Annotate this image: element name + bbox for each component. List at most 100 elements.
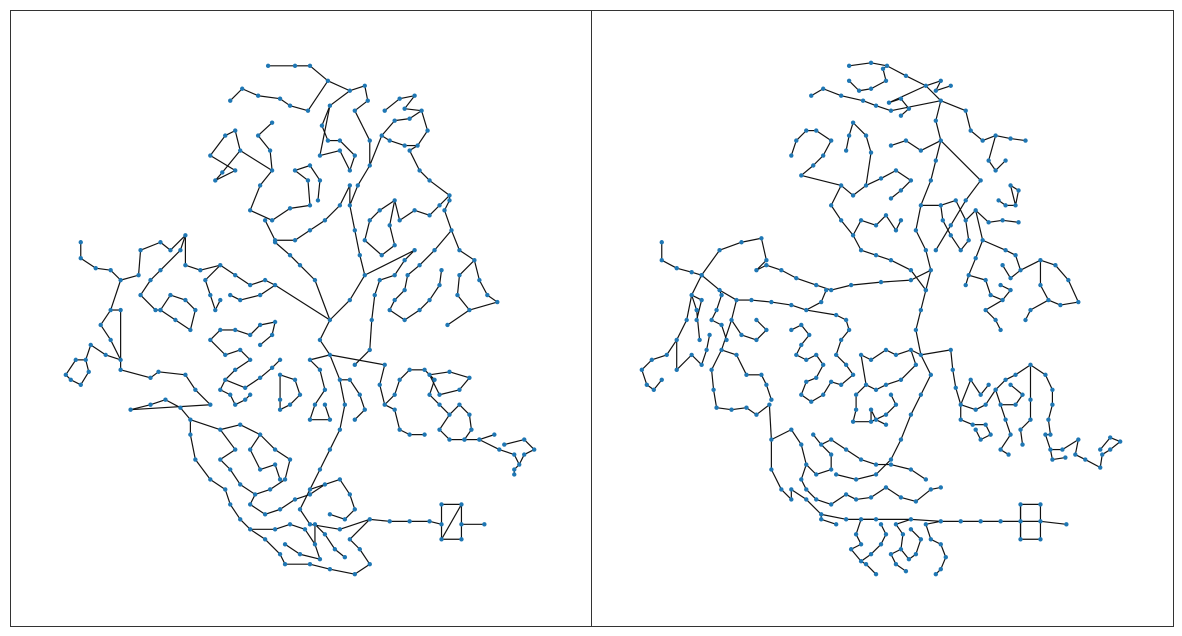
graph-node xyxy=(267,148,273,153)
graph-node xyxy=(183,262,188,268)
graph-node xyxy=(804,357,809,363)
graph-edge xyxy=(359,548,371,565)
graph-node xyxy=(1046,417,1051,422)
graph-edge xyxy=(840,184,854,196)
graph-node xyxy=(247,332,253,338)
graph-edge xyxy=(399,95,415,100)
graph-node xyxy=(233,447,238,452)
graph-edge xyxy=(890,463,912,471)
graph-edge xyxy=(194,459,211,480)
graph-edge xyxy=(970,379,982,396)
graph-node xyxy=(759,372,764,378)
graph-node xyxy=(868,357,874,363)
graph-node xyxy=(986,158,991,163)
graph-node xyxy=(183,297,188,303)
graph-node xyxy=(377,277,382,283)
graph-edge xyxy=(384,394,396,406)
graph-node xyxy=(883,78,889,83)
graph-edge xyxy=(254,488,271,495)
graph-node xyxy=(193,307,198,313)
graph-edge xyxy=(865,152,872,186)
graph-edge xyxy=(831,284,852,291)
graph-node xyxy=(789,153,794,158)
graph-node xyxy=(352,571,358,577)
graph-node xyxy=(814,497,819,502)
graph-edge xyxy=(651,354,667,361)
graph-edge xyxy=(741,237,762,243)
graph-node xyxy=(168,248,173,253)
graph-node xyxy=(983,307,988,313)
graph-node xyxy=(262,218,268,223)
graph-node xyxy=(764,327,769,333)
graph-node xyxy=(347,537,353,542)
graph-edge xyxy=(319,105,331,156)
graph-node xyxy=(307,562,313,567)
graph-edge xyxy=(289,254,301,266)
graph-node xyxy=(717,248,722,253)
graph-edge xyxy=(309,65,329,82)
graph-node xyxy=(218,327,223,333)
graph-edge xyxy=(379,364,386,385)
graph-node xyxy=(846,78,852,83)
graph-edge xyxy=(309,354,331,361)
graph-node xyxy=(287,457,293,462)
graph-edge xyxy=(349,274,366,301)
graph-node xyxy=(853,497,859,502)
graph-node xyxy=(883,422,889,427)
graph-node xyxy=(233,367,238,373)
graph-node xyxy=(898,188,904,193)
graph-edge xyxy=(329,429,341,450)
graph-node xyxy=(153,307,158,313)
graph-edge xyxy=(719,289,737,301)
graph-edge xyxy=(523,439,535,450)
graph-edge xyxy=(756,404,770,416)
graph-node xyxy=(963,282,968,288)
graph-node xyxy=(1000,297,1005,303)
graph-node xyxy=(240,86,245,91)
graph-edge xyxy=(309,404,316,420)
graph-node xyxy=(850,372,856,378)
graph-node xyxy=(903,138,909,143)
graph-edge xyxy=(765,384,772,400)
graph-edge xyxy=(229,88,243,102)
graph-node xyxy=(402,106,407,111)
graph-node xyxy=(223,487,228,492)
graph-edge xyxy=(269,150,273,171)
graph-node xyxy=(719,347,724,353)
graph-node xyxy=(888,257,894,263)
graph-node xyxy=(1013,253,1018,258)
graph-edge xyxy=(239,518,251,530)
graph-edge xyxy=(830,205,842,221)
graph-edge xyxy=(160,249,181,271)
graph-edge xyxy=(190,419,221,431)
graph-edge xyxy=(860,354,867,385)
graph-node xyxy=(970,422,975,427)
graph-edge xyxy=(140,279,152,296)
graph-edge xyxy=(80,257,97,269)
graph-node xyxy=(415,143,420,148)
graph-node xyxy=(168,292,173,298)
graph-node xyxy=(517,462,522,467)
graph-edge xyxy=(504,439,525,446)
graph-node xyxy=(948,223,953,228)
graph-node xyxy=(978,178,983,183)
graph-edge xyxy=(870,62,888,67)
graph-node xyxy=(789,497,794,502)
graph-node xyxy=(868,150,874,155)
graph-node xyxy=(233,402,238,407)
graph-edge xyxy=(339,518,370,530)
graph-node xyxy=(1076,299,1081,305)
graph-node xyxy=(978,392,983,397)
graph-node xyxy=(1018,267,1023,273)
graph-node xyxy=(1003,417,1008,422)
graph-edge xyxy=(805,489,817,500)
graph-node xyxy=(1073,452,1078,457)
graph-edge xyxy=(200,264,221,271)
graph-edge xyxy=(456,275,461,296)
graph-node xyxy=(238,422,243,427)
graph-node xyxy=(188,417,193,422)
graph-edge xyxy=(120,274,139,281)
graph-edge xyxy=(915,230,927,251)
graph-node xyxy=(337,527,343,532)
graph-node xyxy=(262,277,268,283)
